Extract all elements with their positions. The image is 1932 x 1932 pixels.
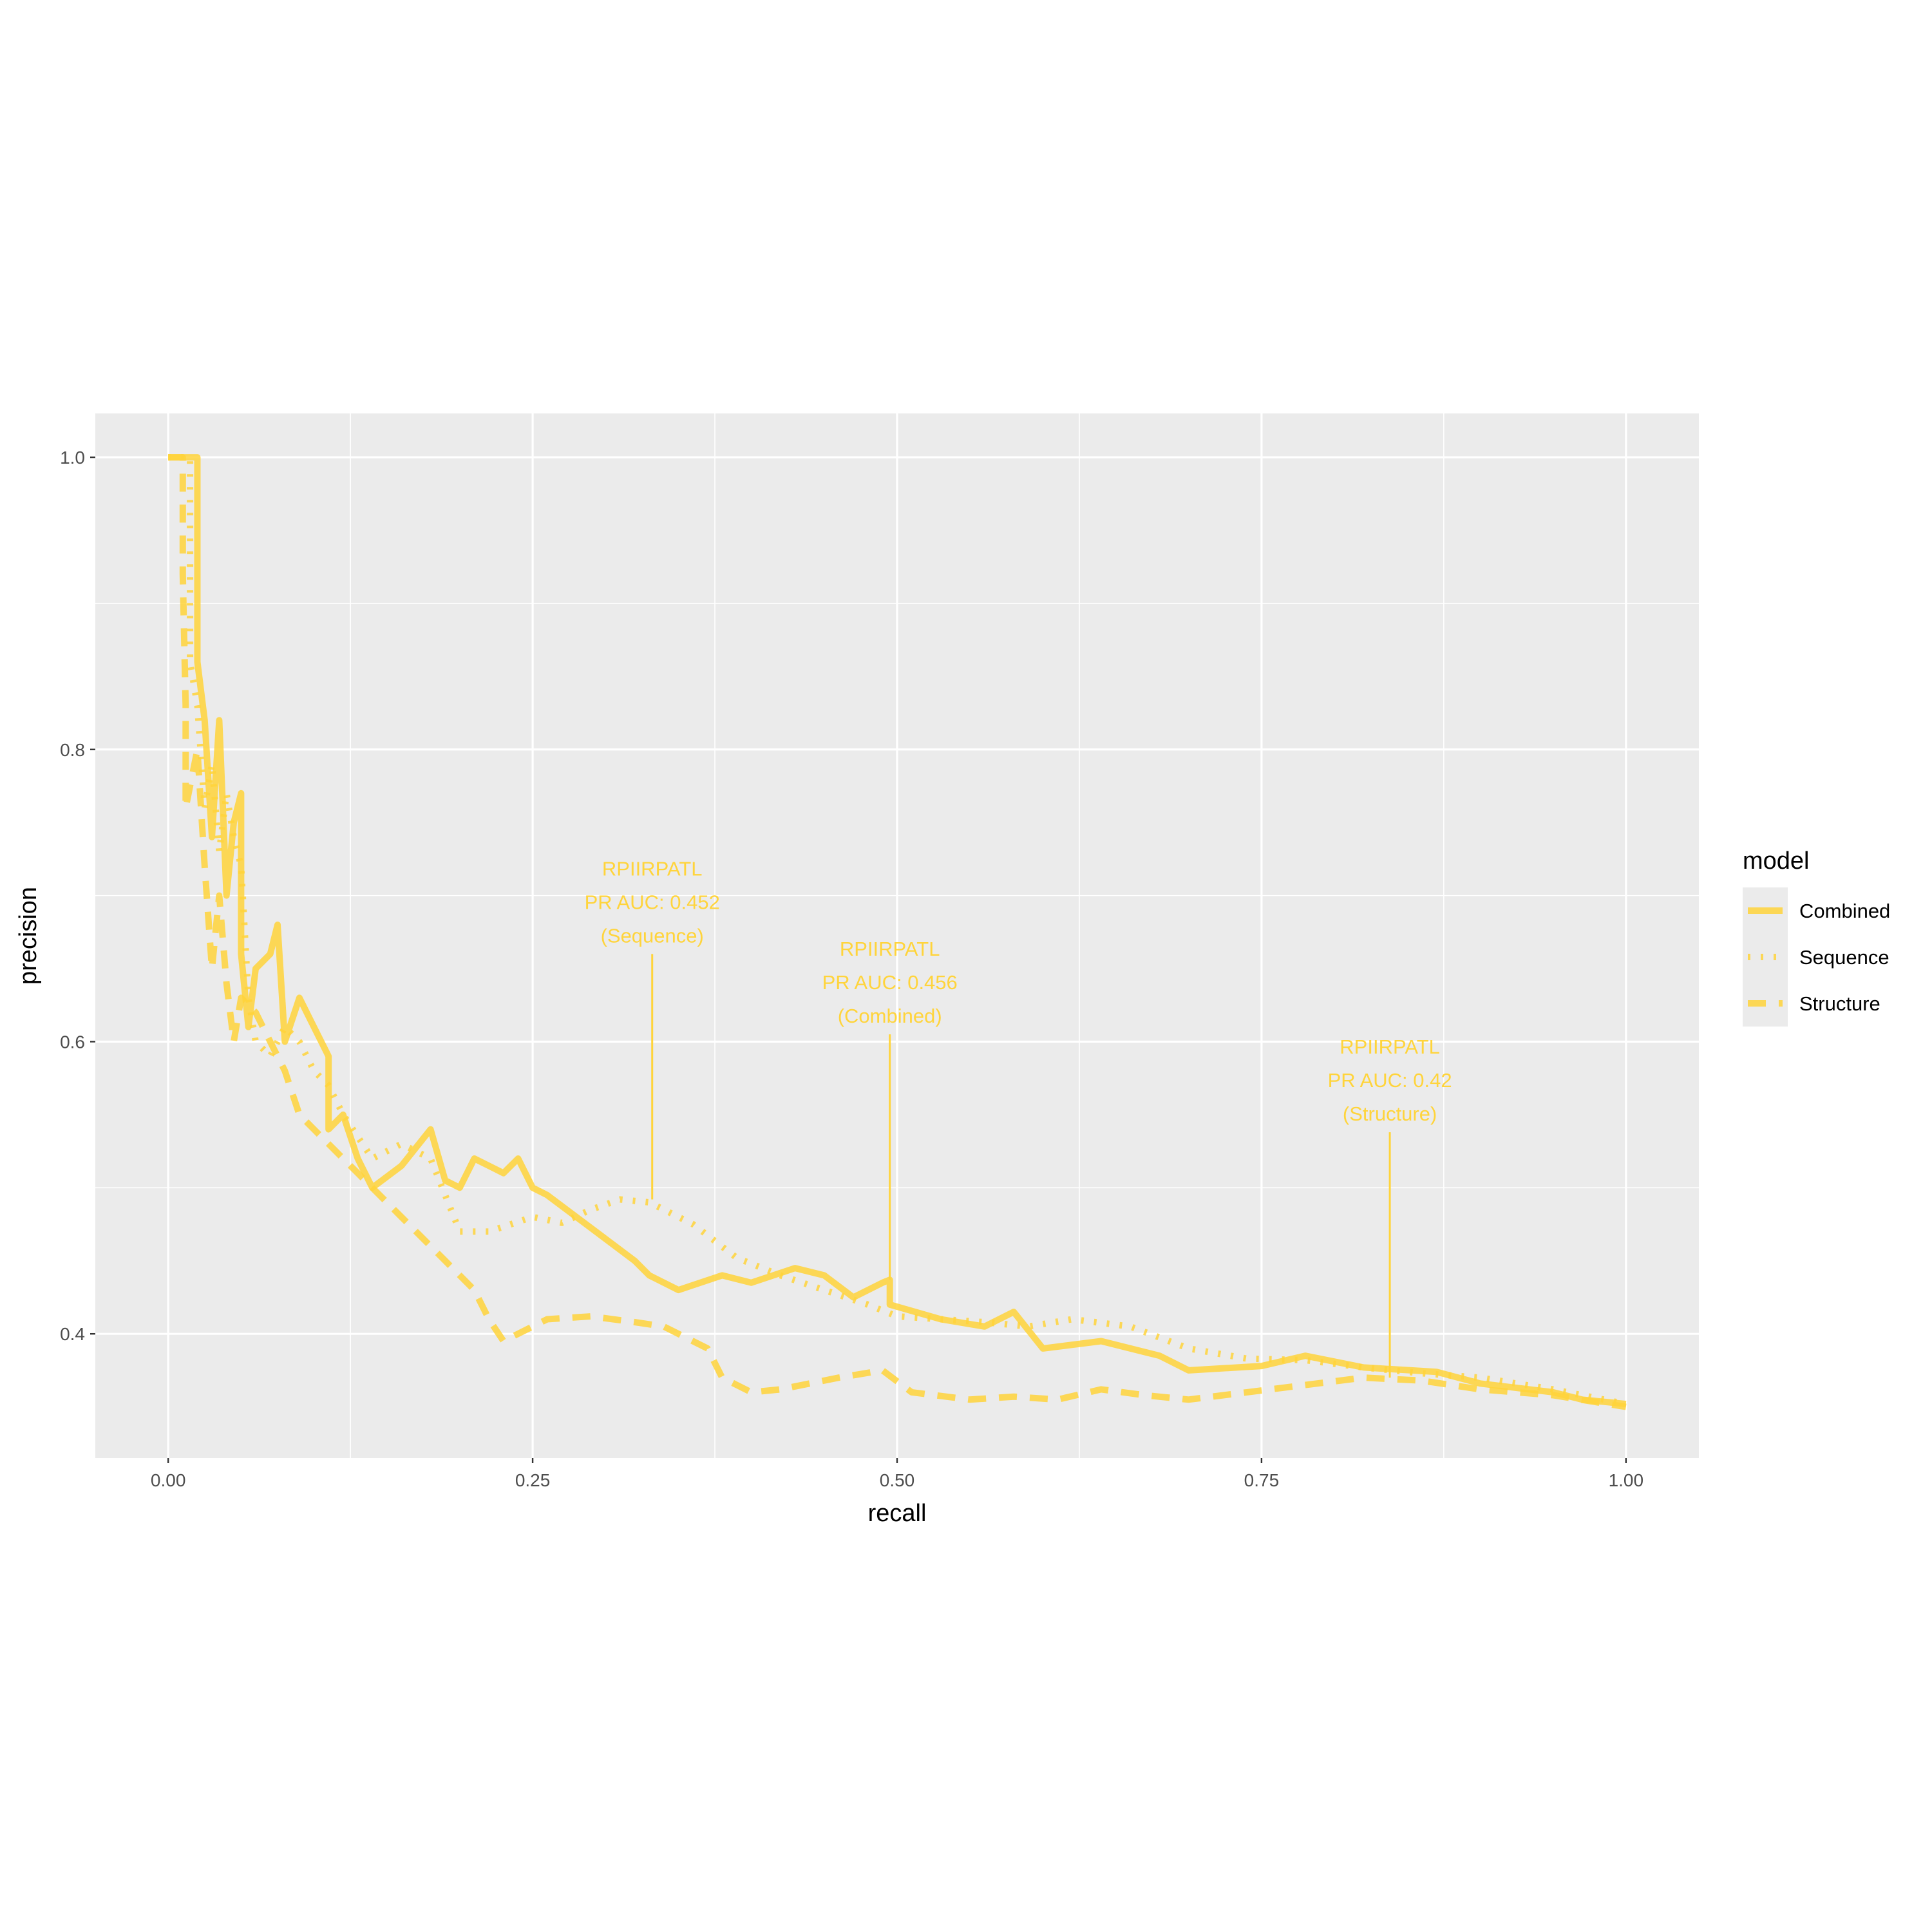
y-tick-label: 0.4: [60, 1324, 85, 1344]
y-axis-title: precision: [15, 887, 42, 985]
annotation-3: RPIIRPATL PR AUC: 0.42 (Structure): [1328, 1036, 1452, 1378]
x-tick-label: 0.25: [515, 1470, 551, 1490]
legend-title: model: [1743, 848, 1810, 875]
annotation-text-line: (Combined): [838, 1005, 942, 1027]
y-axis-ticks: 0.4 0.6 0.8 1.0: [60, 448, 95, 1344]
y-tick-label: 1.0: [60, 448, 85, 468]
series-line-sequence: [168, 454, 1627, 1408]
x-tick-label: 0.75: [1244, 1470, 1280, 1490]
major-gridlines: [95, 413, 1699, 1458]
x-tick-label: 0.50: [880, 1470, 915, 1490]
legend-label: Sequence: [1799, 946, 1889, 969]
y-tick-label: 0.8: [60, 740, 85, 760]
annotation-text-line: RPIIRPATL: [840, 938, 940, 960]
annotation-2: RPIIRPATL PR AUC: 0.456 (Combined): [822, 938, 958, 1280]
annotation-text-line: (Structure): [1343, 1103, 1437, 1125]
x-axis-title: recall: [868, 1500, 927, 1527]
annotation-text-line: RPIIRPATL: [1340, 1036, 1440, 1058]
series-line-structure: [168, 454, 1627, 1410]
annotation-text-line: PR AUC: 0.42: [1328, 1069, 1452, 1092]
annotation-text-line: (Sequence): [601, 924, 704, 947]
legend-entries: Combined Sequence Structure: [1743, 887, 1890, 1027]
annotation-text-line: PR AUC: 0.452: [585, 891, 720, 913]
y-tick-label: 0.6: [60, 1032, 85, 1052]
annotation-text-line: RPIIRPATL: [602, 857, 703, 880]
x-axis-ticks: 0.00 0.25 0.50 0.75 1.00: [151, 1458, 1643, 1490]
legend-entry-sequence: Sequence: [1743, 934, 1889, 980]
x-tick-label: 1.00: [1609, 1470, 1644, 1490]
legend-label: Structure: [1799, 992, 1880, 1015]
annotation-1: RPIIRPATL PR AUC: 0.452 (Sequence): [585, 857, 720, 1200]
legend-entry-combined: Combined: [1743, 887, 1890, 934]
legend-entry-structure: Structure: [1743, 980, 1880, 1027]
annotation-text-line: PR AUC: 0.456: [822, 971, 958, 994]
series-lines: [168, 454, 1627, 1410]
legend: model Combined Sequence Structure: [1743, 848, 1890, 1027]
x-tick-label: 0.00: [151, 1470, 186, 1490]
legend-label: Combined: [1799, 900, 1890, 922]
